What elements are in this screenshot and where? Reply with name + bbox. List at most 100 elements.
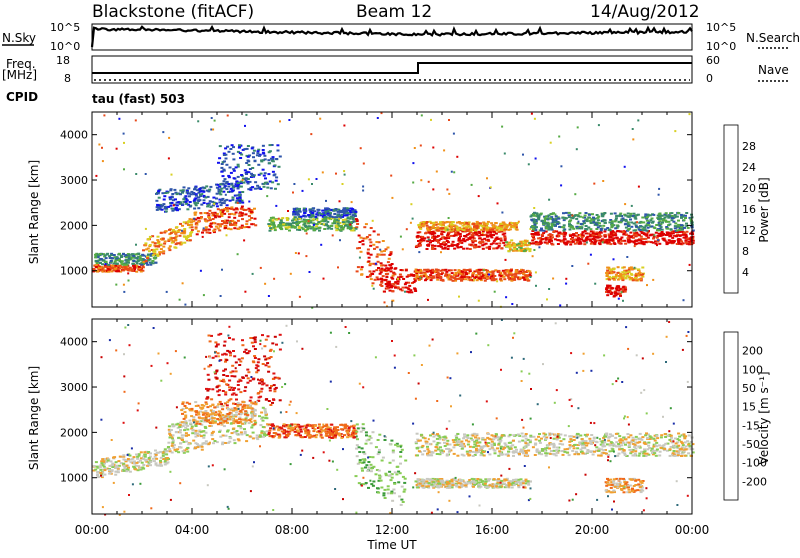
heatmap-cell: [121, 266, 123, 268]
heatmap-cell: [199, 212, 202, 214]
heatmap-cell: [212, 230, 215, 232]
heatmap-cell: [230, 228, 233, 230]
heatmap-cell: [148, 457, 151, 459]
heatmap-cell: [637, 239, 640, 241]
heatmap-cell: [682, 234, 685, 236]
heatmap-cell: [452, 241, 455, 243]
heatmap-cell: [118, 118, 120, 120]
heatmap-cell: [167, 206, 170, 208]
heatmap-cell: [370, 227, 373, 229]
heatmap-cell: [466, 248, 469, 250]
heatmap-cell: [254, 218, 257, 220]
heatmap-cell: [611, 287, 614, 289]
heatmap-cell: [357, 266, 360, 268]
heatmap-cell: [224, 147, 227, 149]
heatmap-cell: [369, 245, 372, 247]
heatmap-cell: [235, 208, 238, 210]
heatmap-cell: [362, 190, 364, 192]
heatmap-cell: [613, 258, 615, 260]
heatmap-cell: [164, 448, 167, 450]
heatmap-cell: [200, 431, 203, 433]
heatmap-cell: [157, 246, 160, 248]
heatmap-cell: [330, 225, 333, 227]
heatmap-cell: [261, 417, 264, 419]
heatmap-cell: [674, 130, 676, 132]
heatmap-cell: [327, 228, 330, 230]
heatmap-cell: [274, 188, 277, 190]
heatmap-cell: [439, 243, 442, 245]
heatmap-cell: [103, 114, 105, 116]
heatmap-cell: [685, 223, 688, 225]
heatmap-cell: [581, 236, 584, 238]
heatmap-cell: [168, 425, 171, 427]
heatmap-cell: [496, 280, 498, 282]
heatmap-cell: [292, 213, 295, 215]
heatmap-cell: [494, 291, 496, 293]
heatmap-cell: [442, 224, 445, 226]
heatmap-cell: [204, 218, 207, 220]
heatmap-cell: [607, 285, 610, 287]
heatmap-cell: [93, 268, 96, 270]
heatmap-cell: [205, 398, 208, 400]
heatmap-cell: [535, 285, 537, 287]
heatmap-cell: [318, 212, 321, 214]
heatmap-cell: [212, 404, 215, 406]
heatmap-cell: [247, 160, 250, 162]
heatmap-cell: [227, 183, 230, 185]
heatmap-cell: [111, 466, 114, 468]
heatmap-cell: [688, 243, 691, 245]
heatmap-cell: [132, 260, 135, 262]
heatmap-cell: [238, 200, 241, 202]
heatmap-cell: [222, 374, 225, 376]
heatmap-cell: [241, 339, 244, 341]
heatmap-cell: [181, 230, 183, 232]
heatmap-cell: [499, 278, 502, 280]
heatmap-cell: [197, 120, 199, 122]
heatmap-cell: [208, 229, 211, 231]
heatmap-cell: [221, 220, 224, 222]
heatmap-cell: [657, 239, 659, 241]
heatmap-cell: [160, 244, 163, 246]
heatmap-cell: [123, 142, 125, 144]
heatmap-cell: [164, 240, 167, 242]
heatmap-cell: [662, 239, 665, 241]
heatmap-cell: [262, 420, 265, 422]
heatmap-cell: [468, 238, 471, 240]
heatmap-cell: [204, 419, 207, 421]
heatmap-cell: [375, 263, 377, 265]
heatmap-cell: [210, 226, 213, 228]
heatmap-cell: [263, 155, 266, 157]
heatmap-cell: [430, 119, 432, 121]
heatmap-cell: [533, 220, 536, 222]
heatmap-cell: [361, 266, 364, 268]
heatmap-cell: [235, 370, 238, 372]
heatmap-cell: [110, 254, 113, 256]
heatmap-cell: [449, 279, 452, 281]
heatmap-cell: [181, 203, 184, 205]
heatmap-cell: [179, 424, 182, 426]
heatmap-cell: [652, 279, 654, 281]
heatmap-cell: [426, 248, 429, 250]
heatmap-cell: [637, 214, 640, 216]
heatmap-cell: [235, 414, 238, 416]
nsky-line: [92, 27, 692, 47]
heatmap-cell: [248, 226, 251, 228]
heatmap-cell: [241, 212, 244, 214]
heatmap-cell: [499, 272, 502, 274]
heatmap-cell: [228, 389, 231, 391]
heatmap-cell: [162, 246, 165, 248]
heatmap-cell: [598, 234, 601, 236]
heatmap-cell: [540, 228, 543, 230]
heatmap-cell: [559, 304, 561, 306]
heatmap-cell: [629, 213, 632, 215]
heatmap-cell: [212, 431, 215, 433]
heatmap-cell: [191, 408, 194, 410]
heatmap-cell: [635, 235, 638, 237]
heatmap-cell: [144, 456, 147, 458]
heatmap-cell: [683, 219, 686, 221]
heatmap-cell: [142, 464, 145, 466]
heatmap-cell: [214, 341, 217, 343]
heatmap-cell: [172, 229, 175, 231]
heatmap-cell: [104, 266, 107, 268]
heatmap-cell: [502, 222, 505, 224]
